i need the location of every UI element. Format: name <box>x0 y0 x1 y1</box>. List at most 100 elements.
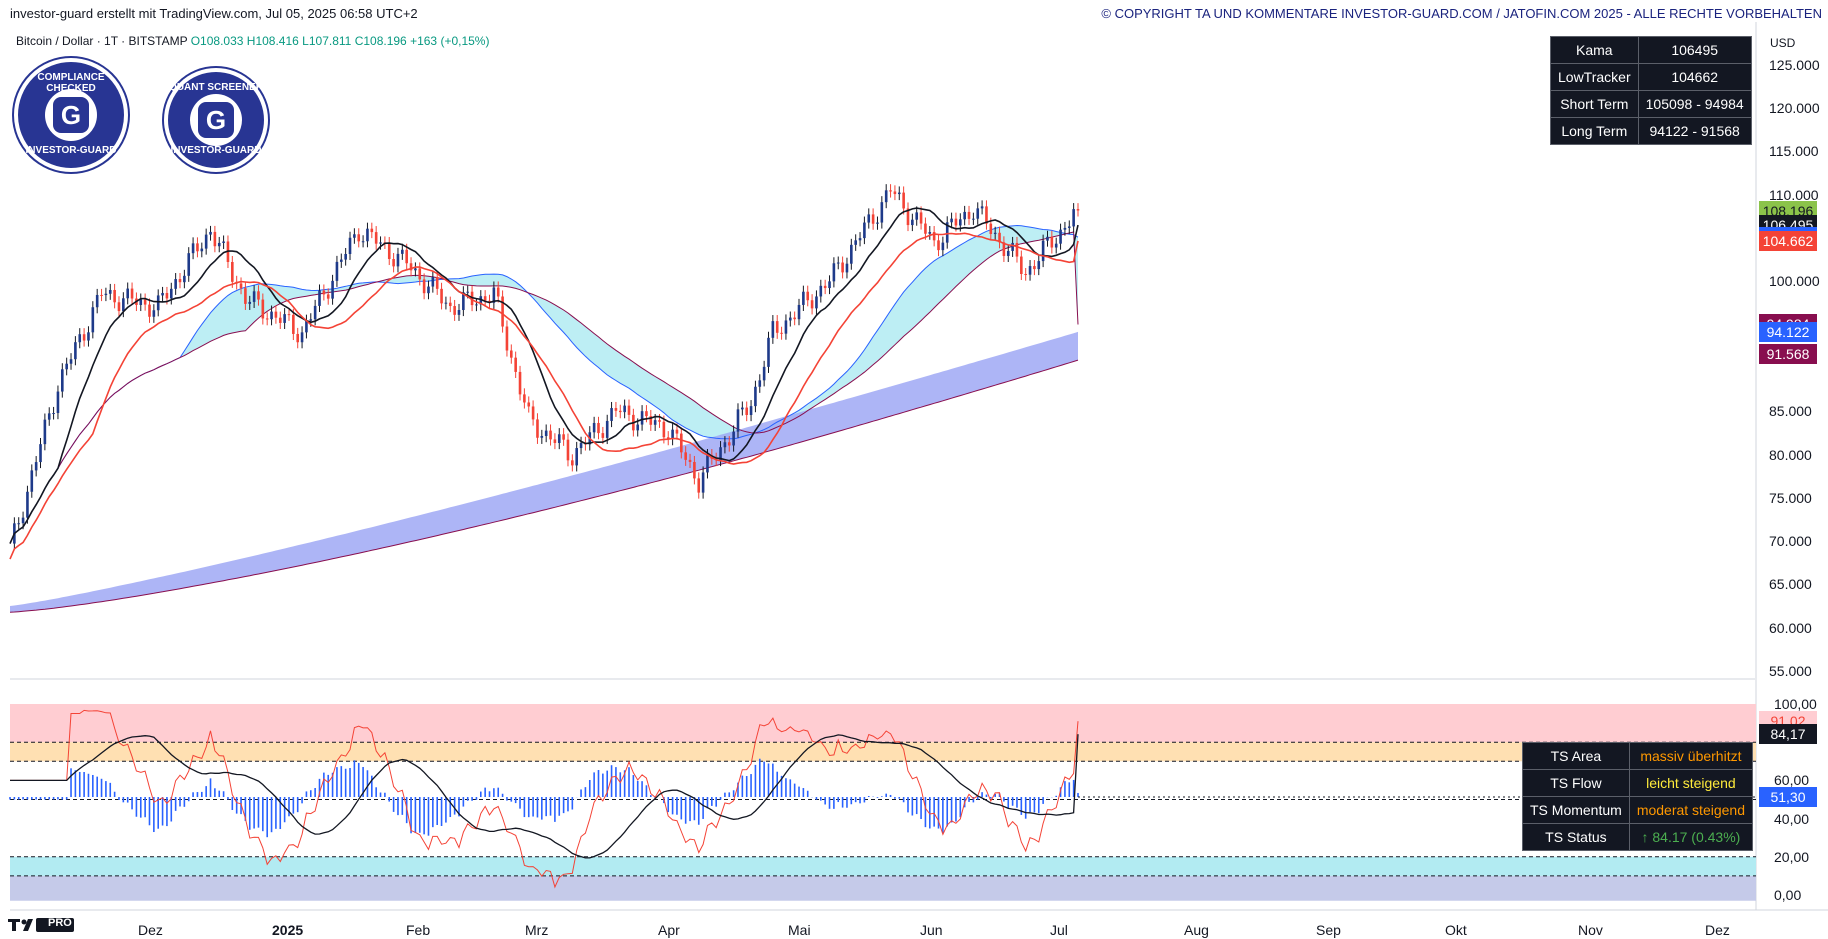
candle-body <box>440 288 443 304</box>
time-tick-label: Jul <box>1050 922 1068 938</box>
low-value: L107.811 <box>302 34 352 48</box>
candle-body <box>108 289 112 294</box>
candle-body <box>706 455 709 473</box>
candle-body <box>937 240 940 251</box>
candle-body <box>867 214 871 223</box>
candle-body <box>396 253 400 267</box>
candle-body <box>514 357 517 372</box>
candle-body <box>139 299 143 305</box>
table-row: TS Momentum moderat steigend <box>1522 796 1754 824</box>
candle-body <box>557 434 561 443</box>
candle-body <box>278 317 282 323</box>
candle-body <box>165 292 169 299</box>
g-logo-icon: G <box>198 102 234 138</box>
candle-body <box>911 219 914 226</box>
candle-body <box>1033 266 1036 270</box>
candle-body <box>457 310 461 315</box>
candle-body <box>701 472 705 493</box>
candle-body <box>889 190 892 192</box>
candle-body <box>65 363 68 370</box>
candle-body <box>562 434 565 440</box>
candle-body <box>788 317 792 321</box>
overbought-zone <box>10 704 1756 743</box>
candle-body <box>169 288 173 299</box>
candle-body <box>819 285 823 297</box>
candle-body <box>61 369 64 392</box>
candle-body <box>985 206 988 224</box>
table-row: TS Status ↑ 84.17 (0.43%) <box>1522 823 1754 851</box>
tradingview-logo[interactable]: PRO <box>6 916 76 939</box>
candle-body <box>675 429 679 434</box>
osc-tick-label: 40,00 <box>1774 810 1810 827</box>
candle-body <box>261 299 265 319</box>
candle-body <box>479 296 483 305</box>
price-marker-label: 104.662 <box>1759 230 1817 251</box>
candle-body <box>954 218 958 226</box>
candle-body <box>871 214 875 224</box>
table-label: Kama <box>1550 36 1639 64</box>
time-tick-label: Apr <box>658 922 680 938</box>
close-value: C108.196 <box>354 34 407 48</box>
candle-body <box>771 321 775 338</box>
candle-body <box>379 242 382 244</box>
candle-body <box>858 238 862 241</box>
candle-body <box>531 406 535 420</box>
candle-body <box>919 212 923 224</box>
candle-body <box>331 280 334 299</box>
candle-body <box>571 460 574 466</box>
candle-body <box>1015 242 1019 257</box>
candle-body <box>745 407 749 415</box>
time-tick-label: Okt <box>1445 922 1467 938</box>
candle-body <box>231 262 234 282</box>
candle-body <box>69 359 73 364</box>
time-tick-label: 2025 <box>272 922 304 938</box>
candle-body <box>305 320 308 333</box>
candle-body <box>313 305 317 320</box>
candle-body <box>100 294 103 296</box>
candle-body <box>78 334 82 343</box>
candle-body <box>697 478 701 493</box>
candle-body <box>252 291 256 302</box>
candle-body <box>958 219 962 226</box>
candle-body <box>736 409 740 432</box>
candle-body <box>980 206 984 209</box>
candle-body <box>880 202 884 223</box>
candle-body <box>510 350 513 358</box>
candle-body <box>501 296 504 327</box>
candle-body <box>623 405 626 413</box>
candle-body <box>191 243 195 254</box>
candle-body <box>244 288 247 304</box>
badge-top-text: COMPLIANCE CHECKED <box>37 72 105 94</box>
candle-body <box>357 234 361 242</box>
candle-body <box>553 439 557 443</box>
candle-body <box>326 294 330 299</box>
candle-body <box>806 291 810 301</box>
candle-body <box>95 294 99 308</box>
candle-body <box>540 436 544 438</box>
candle-body <box>941 242 945 251</box>
osc-marker-label: 84,17 <box>1759 724 1817 745</box>
candle-body <box>387 242 391 260</box>
candle-body <box>409 263 413 271</box>
table-value: 94122 - 91568 <box>1637 117 1752 145</box>
candle-body <box>422 279 426 294</box>
time-tick-label: Mrz <box>525 922 549 938</box>
candle-body <box>601 433 605 438</box>
candle-body <box>431 277 435 287</box>
candle-body <box>82 334 86 341</box>
ts-table: TS Area massiv überhitzt TS Flow leicht st… <box>1522 742 1754 851</box>
candle-body <box>296 333 300 343</box>
candle-body <box>802 291 805 305</box>
table-value: leicht steigend <box>1628 769 1754 797</box>
compliance-badge: COMPLIANCE CHECKED G INVESTOR-GUARD <box>14 58 128 172</box>
table-label: LowTracker <box>1550 63 1639 91</box>
candle-body <box>618 410 622 413</box>
high-value: H108.416 <box>246 34 299 48</box>
short-term-fast-line <box>9 224 1079 544</box>
candle-body <box>392 259 395 267</box>
osc-tick-label: 60,00 <box>1774 772 1810 789</box>
candle-body <box>993 232 997 235</box>
candle-body <box>217 242 221 247</box>
table-label: Short Term <box>1550 90 1639 118</box>
